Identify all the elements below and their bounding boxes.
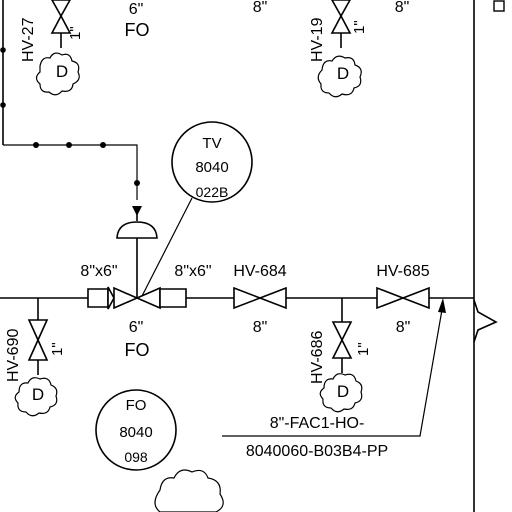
- fo-instrument-line2: 8040: [119, 424, 152, 441]
- valve-hv-690: HV-690 1": [5, 298, 66, 382]
- drain-symbol: D: [337, 382, 349, 401]
- valve-hv-684: [233, 286, 287, 310]
- fo-instrument-line3: 098: [124, 449, 148, 465]
- tv-instrument-line2: 8040: [195, 159, 228, 176]
- hv686-size: 1": [355, 342, 372, 356]
- reducer-right-label: 8"x6": [174, 263, 211, 280]
- drain-cloud-left: D: [14, 377, 58, 417]
- reducer-left-label: 8"x6": [80, 263, 117, 280]
- line-spec-1: 8"-FAC1-HO-: [270, 415, 365, 432]
- tv-instrument-line1: TV: [202, 135, 221, 152]
- fo-instrument-bubble: FO 8040 098: [95, 389, 177, 471]
- hv685-tag: HV-685: [376, 263, 429, 280]
- top-left-valve-size: 1": [67, 26, 84, 40]
- top-left-valve-tag: HV-27: [20, 17, 37, 62]
- top-left-valve: HV-27 1": [2, 0, 84, 145]
- line-spec-leader: [222, 298, 446, 437]
- drain-cloud-top-right: D: [317, 55, 362, 98]
- reducer-right: [159, 288, 187, 308]
- tv-size: 6": [129, 319, 144, 336]
- drain-cloud-right: D: [319, 373, 363, 413]
- top-right-valve: HV-19 1": [309, 0, 368, 62]
- line-spec-2: 8040060-B03B4-PP: [246, 443, 388, 460]
- drain-symbol: D: [337, 64, 349, 83]
- top-center-fo: FO: [125, 20, 150, 40]
- drain-cloud-top-left: D: [35, 52, 80, 96]
- cloud-bottom: [154, 469, 224, 512]
- tv-actuator: [116, 206, 158, 298]
- fo-instrument-line1: FO: [126, 397, 147, 414]
- drain-symbol: D: [32, 385, 44, 404]
- hv690-size: 1": [49, 342, 66, 356]
- tv-instrument-line3: 022B: [196, 184, 229, 200]
- top-center-size: 6": [129, 1, 144, 18]
- hv690-tag: HV-690: [5, 329, 22, 382]
- hv684-tag: HV-684: [233, 263, 286, 280]
- hv685-size: 8": [396, 319, 411, 336]
- top-right-size: 8": [395, 0, 410, 16]
- valve-hv-686: HV-686 1": [309, 298, 372, 384]
- reducer-left: [87, 286, 115, 310]
- tv-fo: FO: [125, 340, 150, 360]
- signal-line: [3, 142, 140, 200]
- top-right-valve-size: 1": [351, 20, 368, 34]
- top-right-valve-tag: HV-19: [309, 17, 326, 62]
- tv-instrument-bubble: TV 8040 022B: [171, 121, 253, 203]
- hv686-tag: HV-686: [309, 331, 326, 384]
- drain-symbol: D: [56, 62, 68, 81]
- top-mid-size: 8": [253, 0, 268, 16]
- valve-hv-685: [376, 286, 430, 310]
- hv684-size: 8": [253, 319, 268, 336]
